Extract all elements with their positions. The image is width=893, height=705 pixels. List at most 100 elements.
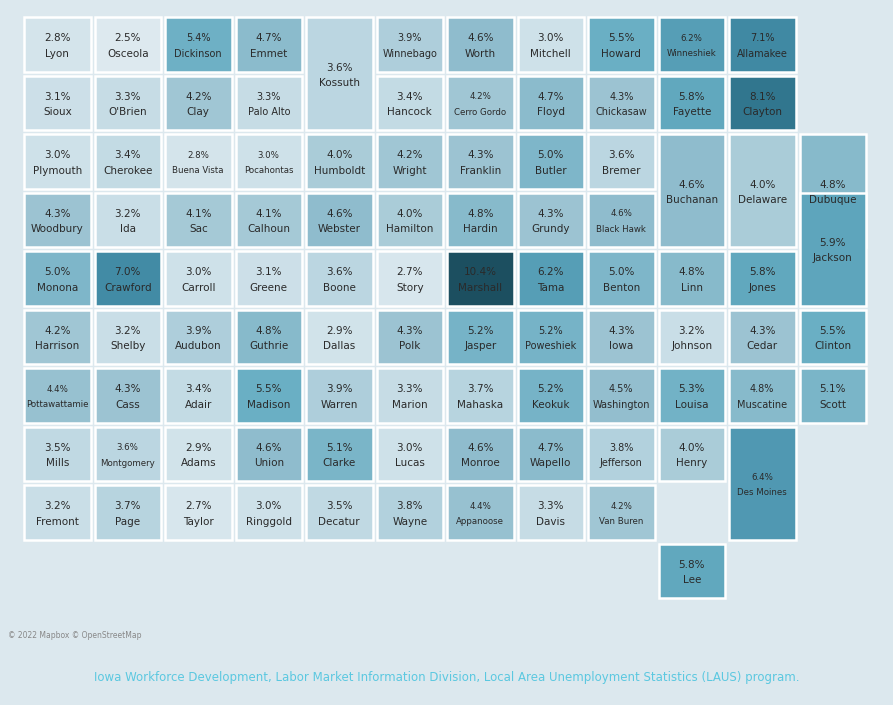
Bar — [518, 485, 584, 539]
Bar — [588, 485, 655, 539]
Bar — [377, 251, 443, 305]
Bar — [377, 427, 443, 481]
Bar — [447, 427, 513, 481]
Text: 4.6%: 4.6% — [255, 443, 282, 453]
Text: Des Moines: Des Moines — [738, 488, 787, 497]
Bar — [518, 251, 584, 305]
Bar — [447, 368, 513, 422]
Bar — [588, 485, 655, 539]
Bar — [588, 309, 655, 364]
Text: Plymouth: Plymouth — [33, 166, 82, 176]
Bar — [24, 485, 90, 539]
Bar — [165, 485, 231, 539]
Bar — [165, 17, 231, 71]
Text: Floyd: Floyd — [537, 107, 564, 117]
Bar — [518, 75, 584, 130]
Bar — [24, 251, 90, 305]
Bar — [236, 75, 302, 130]
Text: Winneshiek: Winneshiek — [667, 49, 716, 58]
Text: 3.4%: 3.4% — [185, 384, 212, 394]
Bar — [24, 134, 90, 188]
Text: 3.5%: 3.5% — [326, 501, 353, 511]
Bar — [306, 309, 372, 364]
Bar — [95, 251, 161, 305]
Bar — [24, 485, 90, 539]
Bar — [24, 309, 90, 364]
Bar — [518, 134, 584, 188]
Bar — [95, 309, 161, 364]
Bar — [236, 192, 302, 247]
Text: 5.2%: 5.2% — [538, 326, 563, 336]
Bar — [306, 485, 372, 539]
Text: 4.0%: 4.0% — [396, 209, 423, 219]
Bar — [95, 427, 161, 481]
Bar — [236, 75, 302, 130]
Bar — [377, 427, 443, 481]
Bar — [95, 368, 161, 422]
Text: 4.6%: 4.6% — [610, 209, 632, 219]
Text: Clay: Clay — [187, 107, 210, 117]
Text: Butler: Butler — [535, 166, 566, 176]
Bar — [24, 309, 90, 364]
Text: 5.0%: 5.0% — [608, 267, 634, 277]
Bar — [377, 485, 443, 539]
Bar — [729, 427, 796, 539]
Text: 4.8%: 4.8% — [255, 326, 282, 336]
Bar — [306, 309, 372, 364]
Bar — [588, 134, 655, 188]
Text: Montgomery: Montgomery — [100, 459, 155, 467]
Bar — [306, 368, 372, 422]
Text: 5.4%: 5.4% — [186, 33, 211, 44]
Text: 3.4%: 3.4% — [396, 92, 423, 102]
Text: Poweshiek: Poweshiek — [525, 341, 576, 351]
Bar — [799, 192, 866, 305]
Bar — [658, 309, 725, 364]
Bar — [588, 192, 655, 247]
Text: 3.3%: 3.3% — [256, 92, 281, 102]
Text: Johnson: Johnson — [672, 341, 713, 351]
Bar — [658, 427, 725, 481]
Text: Polk: Polk — [399, 341, 421, 351]
Bar — [658, 309, 725, 364]
Text: Cherokee: Cherokee — [103, 166, 153, 176]
Bar — [24, 134, 90, 188]
Bar — [165, 134, 231, 188]
Bar — [24, 75, 90, 130]
Text: Taylor: Taylor — [183, 517, 213, 527]
Bar — [306, 251, 372, 305]
Bar — [236, 485, 302, 539]
Bar — [377, 309, 443, 364]
Text: 4.0%: 4.0% — [749, 180, 775, 190]
Bar — [24, 192, 90, 247]
Text: 2.8%: 2.8% — [188, 151, 209, 160]
Bar — [588, 427, 655, 481]
Text: Audubon: Audubon — [175, 341, 221, 351]
Text: 3.0%: 3.0% — [538, 33, 564, 44]
Text: Keokuk: Keokuk — [532, 400, 570, 410]
Text: 6.2%: 6.2% — [538, 267, 564, 277]
Bar — [95, 75, 161, 130]
Text: 2.8%: 2.8% — [44, 33, 71, 44]
Bar — [306, 485, 372, 539]
Text: O'Brien: O'Brien — [108, 107, 147, 117]
Text: 4.1%: 4.1% — [185, 209, 212, 219]
Bar — [377, 134, 443, 188]
Text: 5.8%: 5.8% — [679, 560, 705, 570]
Bar — [377, 368, 443, 422]
Text: Dallas: Dallas — [323, 341, 355, 351]
Text: Allamakee: Allamakee — [737, 49, 788, 59]
Bar — [658, 544, 725, 598]
Text: Hancock: Hancock — [388, 107, 432, 117]
Bar — [24, 427, 90, 481]
Text: Dickinson: Dickinson — [174, 49, 222, 59]
Bar — [588, 134, 655, 188]
Bar — [377, 192, 443, 247]
Bar — [518, 75, 584, 130]
Bar — [306, 134, 372, 188]
Bar — [518, 368, 584, 422]
Text: 4.2%: 4.2% — [610, 502, 632, 511]
Text: 4.4%: 4.4% — [470, 502, 491, 511]
Bar — [518, 309, 584, 364]
Bar — [729, 134, 796, 247]
Text: Lee: Lee — [682, 575, 701, 585]
